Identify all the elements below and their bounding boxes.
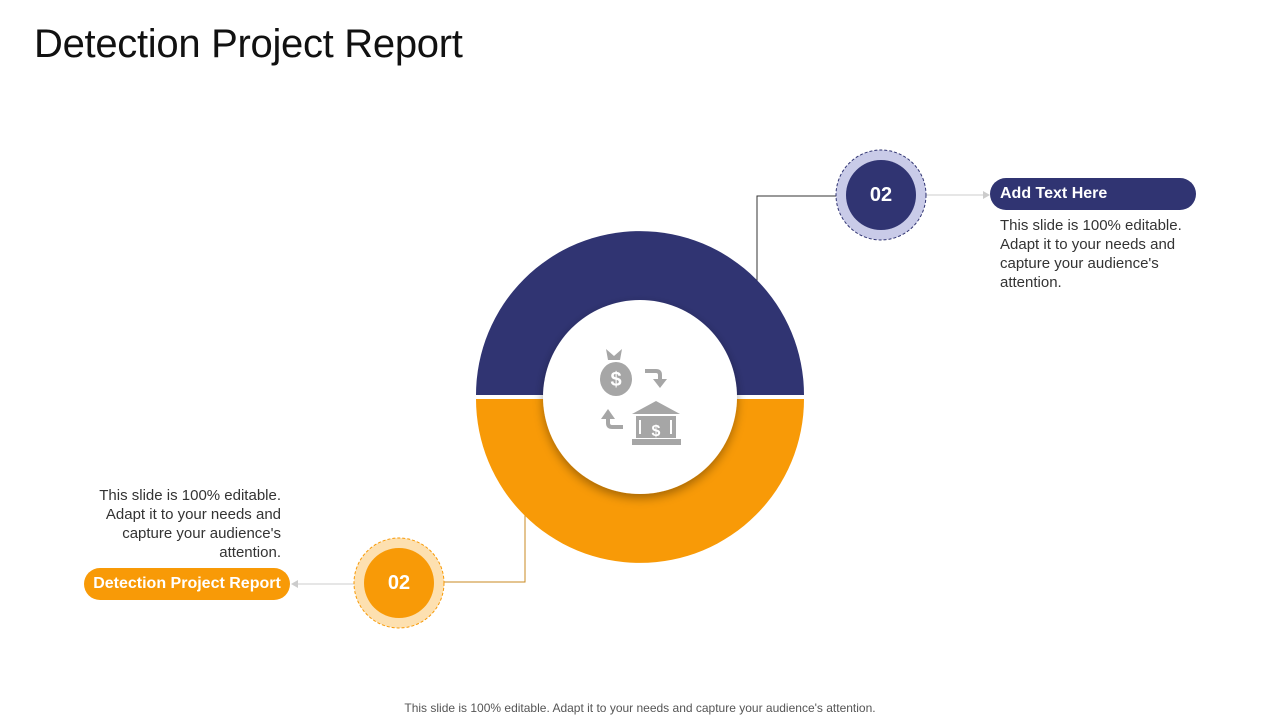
connector-line-bottom xyxy=(444,508,526,583)
badge-circle-bottom xyxy=(364,548,434,618)
connector-line-top xyxy=(756,195,838,287)
callout-label-bottom: Detection Project Report xyxy=(84,568,290,600)
footer-note: This slide is 100% editable. Adapt it to… xyxy=(404,701,876,715)
donut-center xyxy=(543,300,737,494)
badge-number-top: 02 xyxy=(869,184,893,206)
badge-number-bottom: 02 xyxy=(387,572,411,594)
callout-description-bottom: This slide is 100% editable. Adapt it to… xyxy=(99,487,281,561)
callout-label-top: Add Text Here xyxy=(990,178,1196,210)
badge-circle-top xyxy=(846,160,916,230)
money-bank-exchange-icon: $ $ xyxy=(600,349,681,445)
arrowhead-bottom xyxy=(291,580,298,588)
svg-text:$: $ xyxy=(610,369,621,391)
callout-description-top: This slide is 100% editable. Adapt it to… xyxy=(1000,217,1182,291)
svg-text:$: $ xyxy=(652,423,661,440)
arrowhead-top xyxy=(983,191,990,199)
page-title: Detection Project Report xyxy=(34,22,463,66)
